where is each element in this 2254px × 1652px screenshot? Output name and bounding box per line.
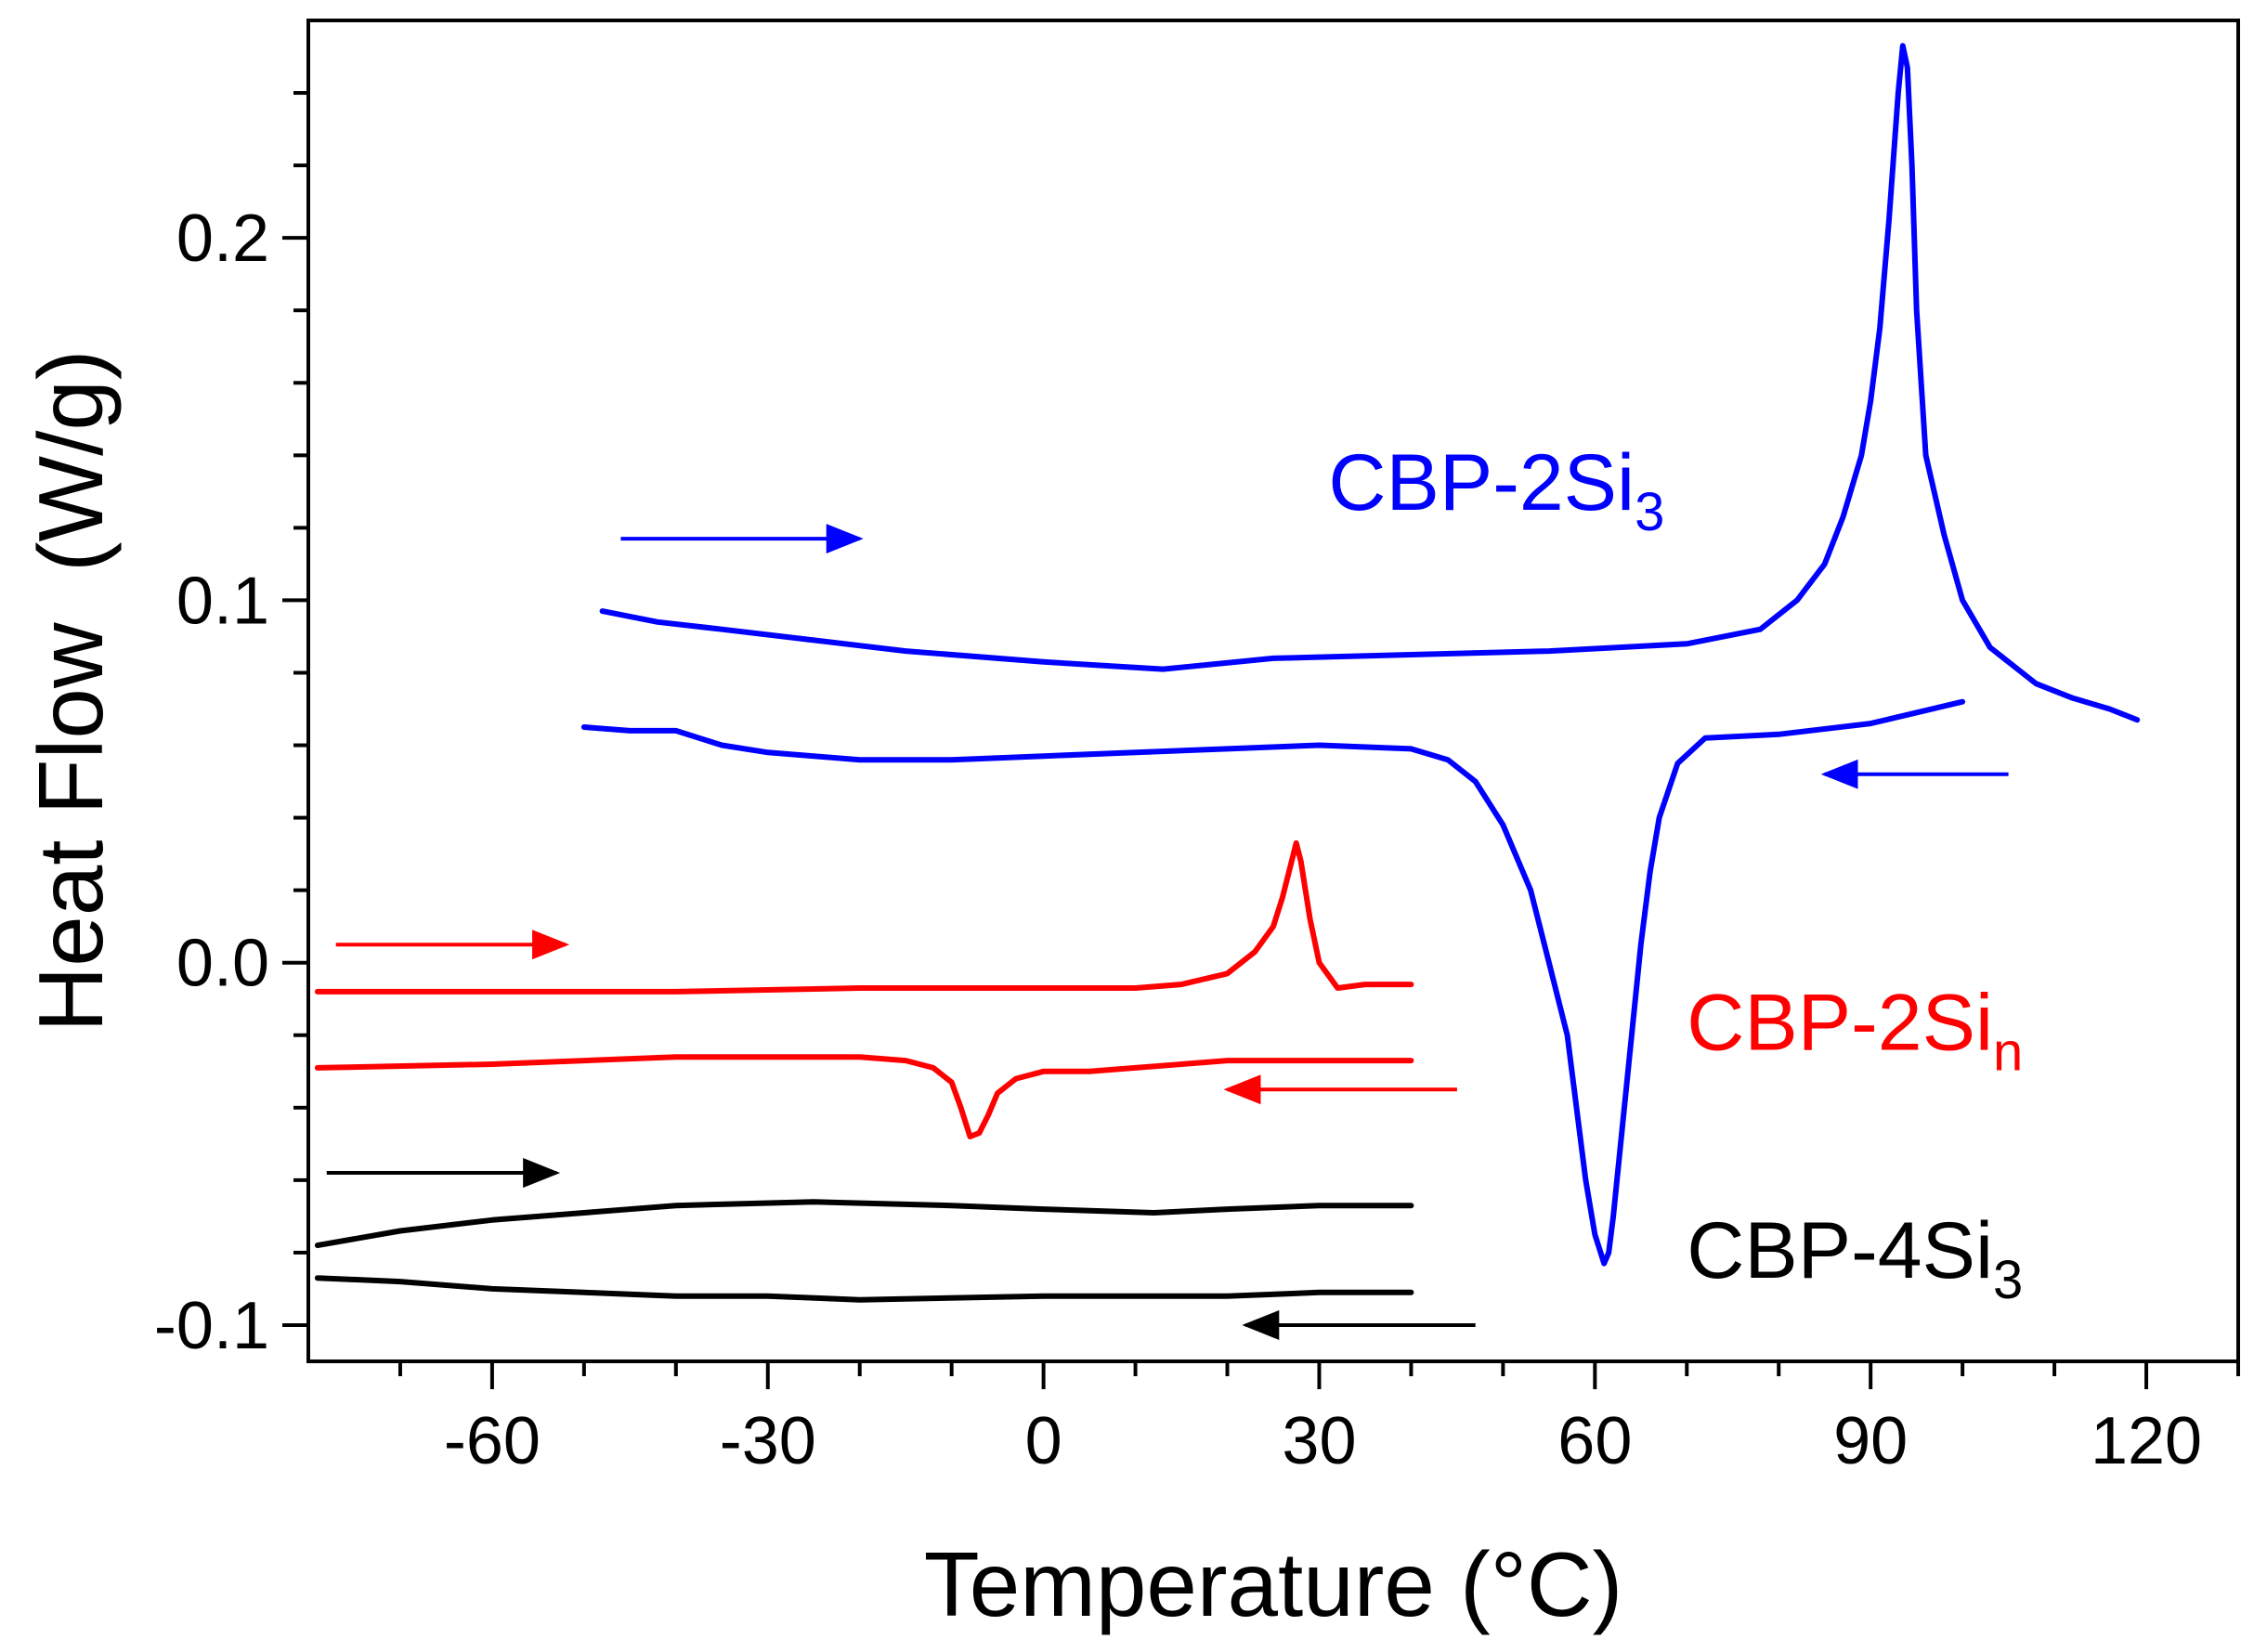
curves (314, 43, 2141, 1303)
y-axis-title: Heat Flow (W/g) (20, 349, 122, 1032)
x-tick-label: 60 (1557, 1404, 1632, 1478)
x-axis-ticks: -60 -30 0 30 60 90 120 (397, 1361, 2240, 1478)
y-tick-label: 0.0 (176, 927, 269, 1001)
direction-arrows (326, 524, 2009, 1340)
series-line-3 (314, 839, 1414, 995)
x-tick-label: 0 (1025, 1404, 1062, 1478)
y-axis-ticks: -0.1 0.0 0.1 0.2 (154, 91, 308, 1363)
series-line-1 (599, 43, 2141, 723)
series-label-1: CBP-2Si3 (1328, 438, 1664, 542)
series-line-5 (314, 1199, 1414, 1249)
plot-frame (306, 19, 2240, 1363)
series-label-2: CBP-2Sin (1687, 978, 2023, 1082)
x-tick-label: -30 (720, 1404, 816, 1478)
y-tick-label: 0.2 (176, 202, 269, 276)
x-tick-label: 120 (2091, 1404, 2202, 1478)
y-tick-label: 0.1 (176, 564, 269, 638)
y-tick-label: -0.1 (154, 1289, 269, 1363)
series-line-2 (580, 698, 1966, 1267)
series-labels: CBP-2Si3 CBP-2Sin CBP-4Si3 (1328, 438, 2023, 1310)
series-label-3: CBP-4Si3 (1687, 1206, 2023, 1310)
x-axis-title: Temperature (°C) (924, 1533, 1623, 1635)
x-tick-label: 90 (1833, 1404, 1908, 1478)
series-line-4 (314, 1054, 1414, 1139)
x-tick-label: 30 (1282, 1404, 1356, 1478)
series-line-6 (314, 1275, 1414, 1303)
x-tick-label: -60 (444, 1404, 541, 1478)
